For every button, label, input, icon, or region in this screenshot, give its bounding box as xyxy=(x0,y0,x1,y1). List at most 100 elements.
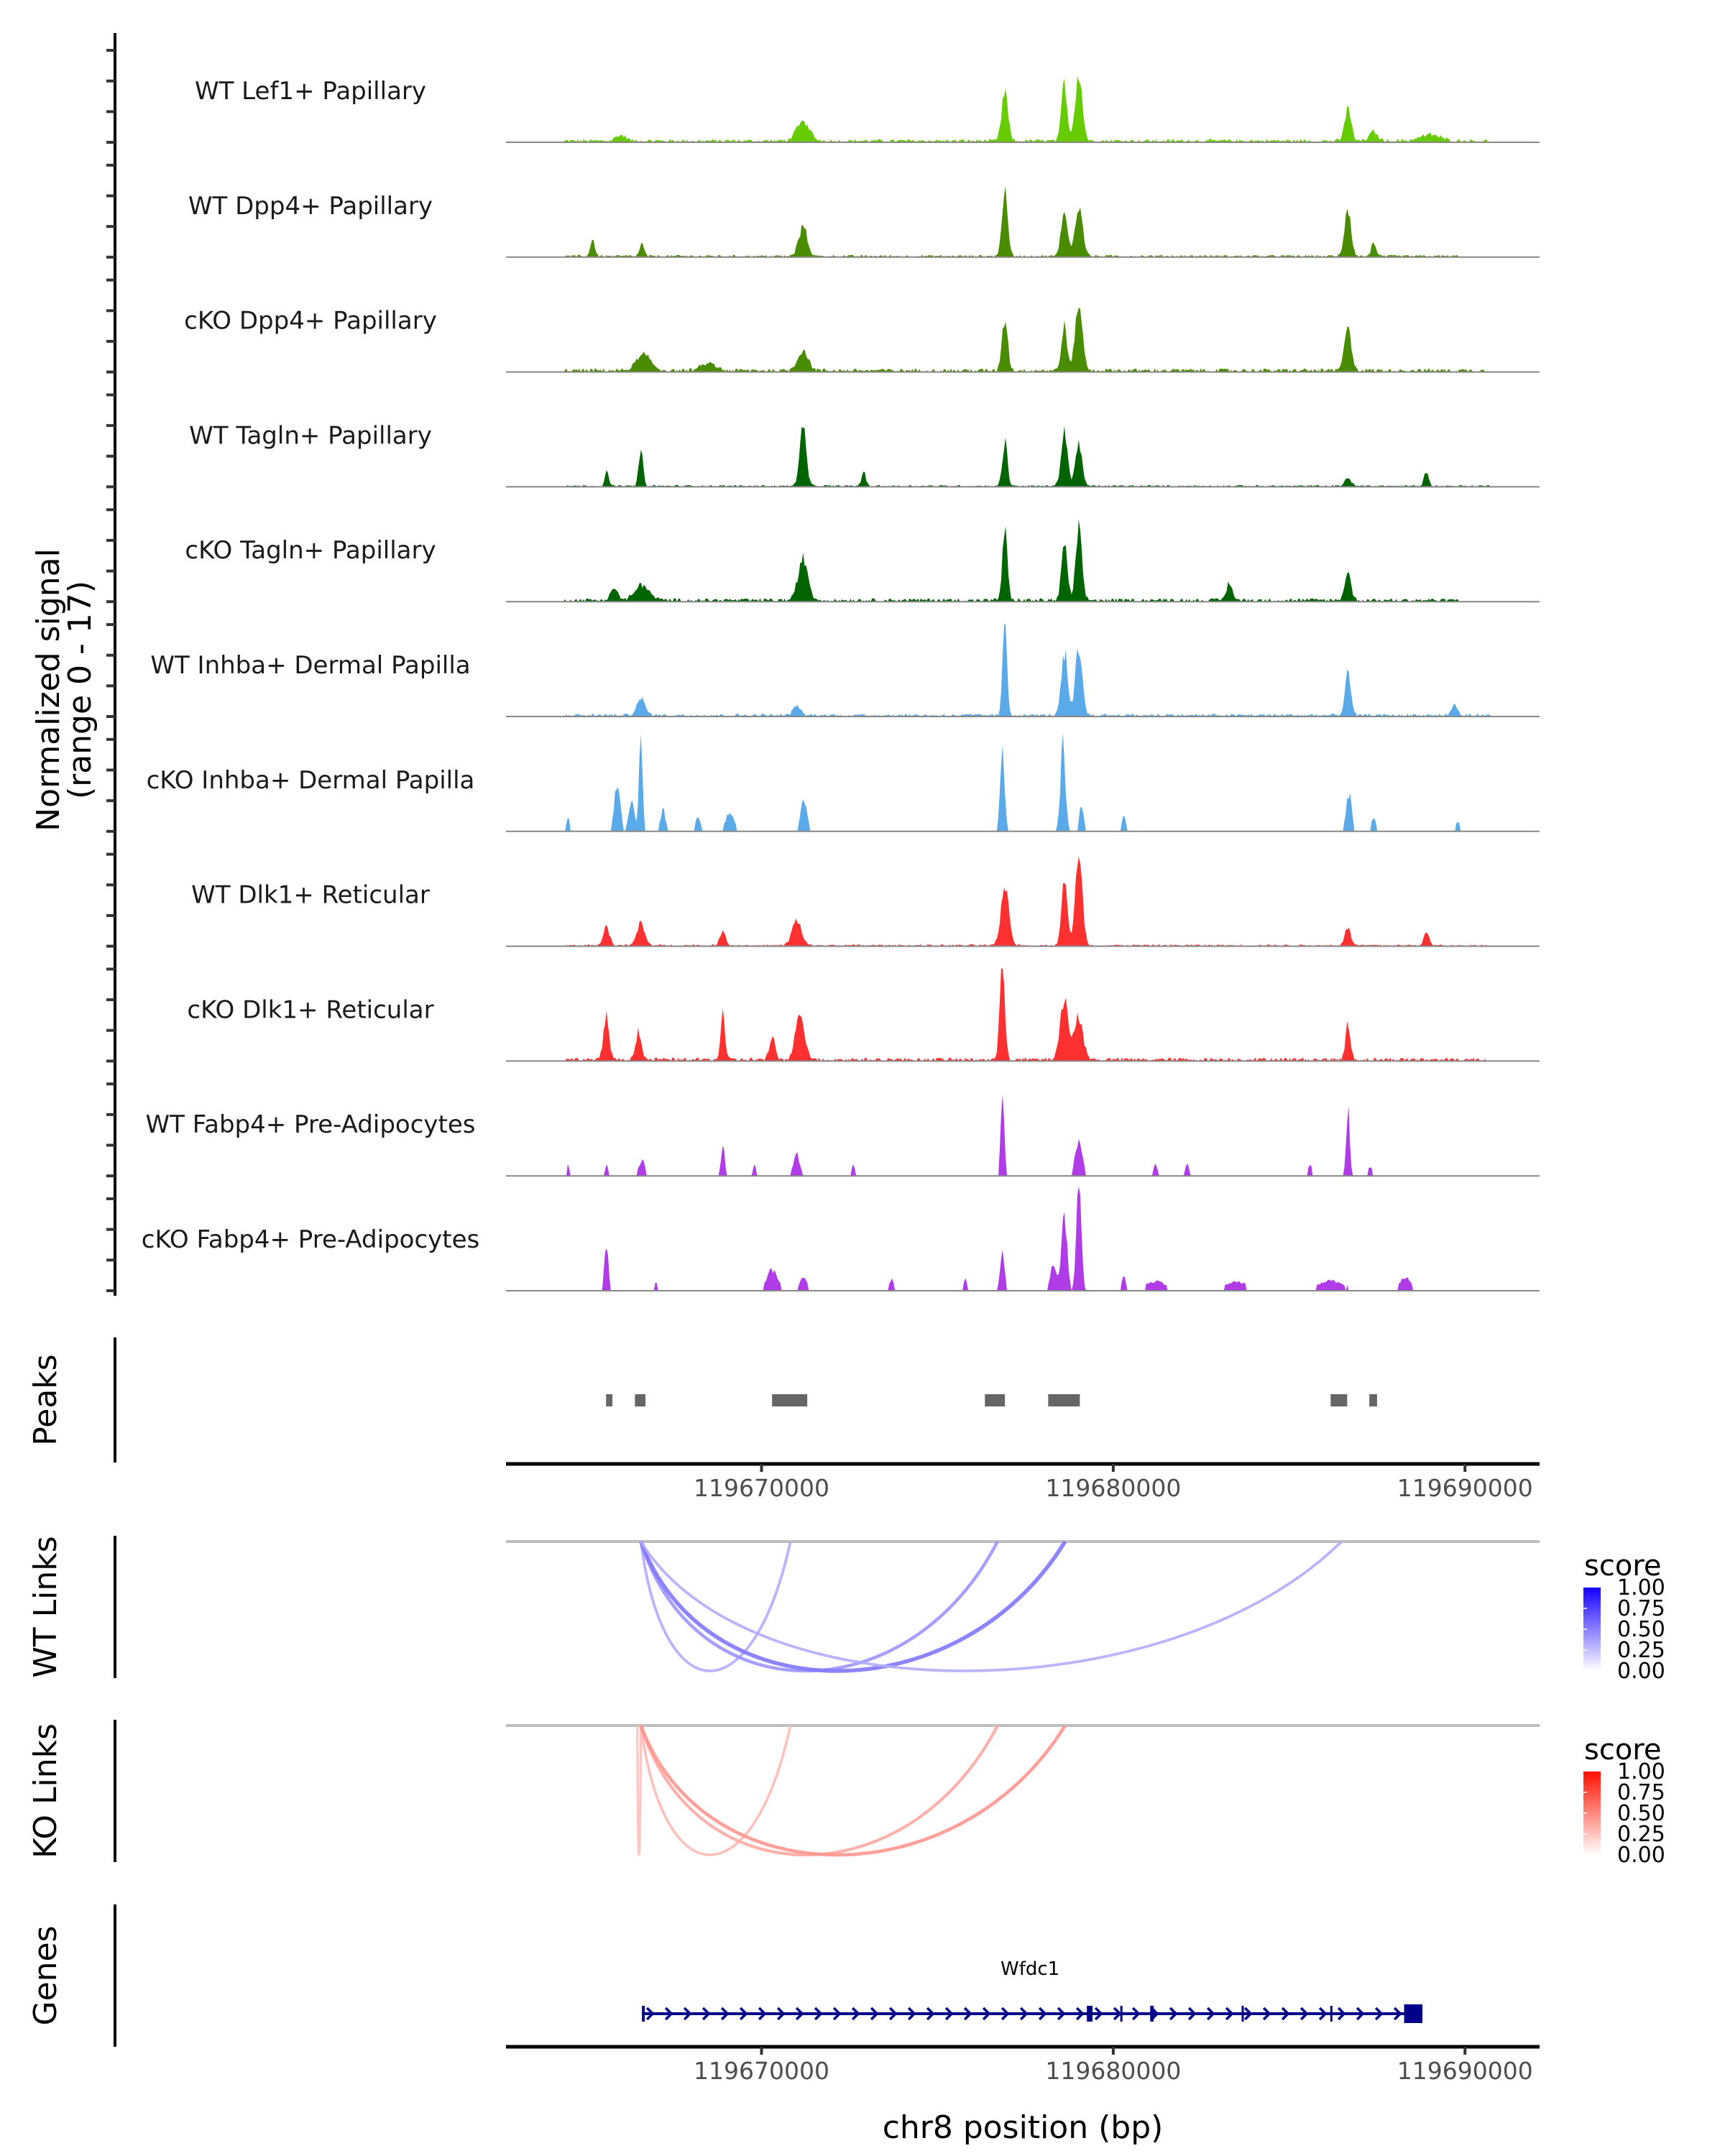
track-8: WT Dlk1+ Reticular xyxy=(106,852,1540,948)
strand-arrow-icon xyxy=(1356,2007,1365,2021)
strand-arrow-icon xyxy=(720,2007,730,2021)
link-arc xyxy=(640,1540,1343,1672)
track-label: WT Fabp4+ Pre-Adipocytes xyxy=(146,1110,476,1139)
signal-area xyxy=(506,75,1540,142)
track-4: WT Tagln+ Papillary xyxy=(106,393,1540,489)
track-label: cKO Fabp4+ Pre-Adipocytes xyxy=(142,1225,480,1254)
strand-arrow-icon xyxy=(870,2007,879,2021)
x-tick-label: 119670000 xyxy=(694,1474,829,1502)
strand-arrow-icon xyxy=(683,2007,692,2021)
gene-name: Wfdc1 xyxy=(1000,1958,1059,1980)
x-tick-label: 119690000 xyxy=(1397,1474,1533,1502)
strand-arrow-icon xyxy=(1281,2007,1290,2021)
legend-tick-label: 0.00 xyxy=(1617,1659,1665,1684)
strand-arrow-icon xyxy=(1393,2007,1402,2021)
legend-tick-label: 0.75 xyxy=(1617,1780,1665,1805)
legend-title: score xyxy=(1584,1549,1661,1583)
track-2: WT Dpp4+ Papillary xyxy=(106,163,1540,259)
signal-area xyxy=(506,968,1540,1061)
strand-arrow-icon xyxy=(1019,2007,1029,2021)
exon xyxy=(1404,2004,1423,2023)
legend-tick-label: 0.75 xyxy=(1617,1596,1665,1621)
peak-region xyxy=(985,1394,1006,1406)
strand-arrow-icon xyxy=(814,2007,823,2021)
peaks-track-label: Peaks xyxy=(27,1354,64,1445)
track-label: WT Tagln+ Papillary xyxy=(189,421,432,450)
strand-arrow-icon xyxy=(1000,2007,1010,2021)
link-arc xyxy=(639,1724,1067,1857)
strand-arrow-icon xyxy=(1038,2007,1047,2021)
x-axis-title: chr8 position (bp) xyxy=(883,2109,1164,2146)
strand-arrow-icon xyxy=(645,2007,655,2021)
signal-area xyxy=(506,519,1540,602)
legend-tick-label: 0.50 xyxy=(1617,1617,1665,1642)
strand-arrow-icon xyxy=(1374,2007,1384,2021)
signal-area xyxy=(506,857,1540,946)
genes-track: Wfdc1 xyxy=(642,1958,1423,2023)
track-label: WT Dpp4+ Papillary xyxy=(188,192,433,221)
strand-arrow-icon xyxy=(888,2007,898,2021)
wt-links-track-label: WT Links xyxy=(27,1536,64,1677)
strand-arrow-icon xyxy=(1300,2007,1309,2021)
peak-region xyxy=(606,1394,613,1406)
x-tick-label: 119680000 xyxy=(1045,1474,1181,1502)
strand-arrow-icon xyxy=(1262,2007,1271,2021)
x-tick-label: 119670000 xyxy=(694,2057,829,2085)
legend-tick-label: 0.50 xyxy=(1617,1801,1665,1826)
peak-region xyxy=(635,1394,646,1406)
track-label: cKO Inhba+ Dermal Papilla xyxy=(147,766,475,795)
strand-arrow-icon xyxy=(1225,2007,1234,2021)
link-arc xyxy=(636,1725,643,1856)
signal-area xyxy=(506,1094,1540,1176)
strand-arrow-icon xyxy=(1187,2007,1197,2021)
strand-arrow-icon xyxy=(963,2007,972,2021)
track-9: cKO Dlk1+ Reticular xyxy=(106,967,1540,1063)
track-label: cKO Dpp4+ Papillary xyxy=(184,307,437,336)
link-arc xyxy=(639,1725,999,1856)
strand-arrow-icon xyxy=(1206,2007,1215,2021)
track-label: WT Inhba+ Dermal Papilla xyxy=(150,651,470,680)
strand-arrow-icon xyxy=(758,2007,767,2021)
y-axis-sublabel: (range 0 - 17) xyxy=(62,581,98,799)
signal-area xyxy=(506,308,1540,372)
signal-area xyxy=(506,1187,1540,1291)
y-axis-label: Normalized signal xyxy=(30,548,67,831)
legend-tick-label: 0.25 xyxy=(1617,1822,1665,1847)
strand-arrow-icon xyxy=(1169,2007,1178,2021)
strand-arrow-icon xyxy=(944,2007,954,2021)
link-arc xyxy=(639,1540,1067,1673)
exon xyxy=(1330,2006,1333,2022)
strand-arrow-icon xyxy=(1131,2007,1141,2021)
x-tick-label: 119680000 xyxy=(1045,2057,1181,2085)
legend-tick-label: 1.00 xyxy=(1617,1759,1665,1784)
strand-arrow-icon xyxy=(776,2007,786,2021)
legend-tick-label: 0.00 xyxy=(1617,1843,1665,1868)
signal-area xyxy=(506,733,1540,831)
peak-region xyxy=(1048,1394,1080,1406)
strand-arrow-icon xyxy=(1243,2007,1253,2021)
strand-arrow-icon xyxy=(926,2007,935,2021)
x-axis-peaks: 119670000 119680000 119690000 xyxy=(506,1462,1540,1502)
x-tick-label: 119690000 xyxy=(1397,2057,1533,2085)
strand-arrow-icon xyxy=(1094,2007,1103,2021)
track-7: cKO Inhba+ Dermal Papilla xyxy=(106,733,1540,833)
peak-region xyxy=(772,1394,808,1406)
wt-links-track xyxy=(506,1540,1540,1673)
strand-arrow-icon xyxy=(664,2007,673,2021)
peak-region xyxy=(1330,1394,1348,1406)
track-label: cKO Tagln+ Papillary xyxy=(185,536,436,565)
track-5: cKO Tagln+ Papillary xyxy=(106,508,1540,604)
exon xyxy=(1120,2006,1123,2022)
coverage-tracks: WT Lef1+ Papillary WT Dpp4+ Papillary cKO … xyxy=(106,49,1540,1292)
track-11: cKO Fabp4+ Pre-Adipocytes xyxy=(106,1187,1540,1292)
x-axis-genes: 119670000 119680000 119690000 xyxy=(506,2045,1540,2085)
strand-arrow-icon xyxy=(1318,2007,1328,2021)
track-3: cKO Dpp4+ Papillary xyxy=(106,278,1540,374)
strand-arrow-icon xyxy=(1337,2007,1346,2021)
strand-arrow-icon xyxy=(739,2007,748,2021)
ko-links-track xyxy=(506,1724,1540,1857)
link-arc xyxy=(639,1541,792,1672)
